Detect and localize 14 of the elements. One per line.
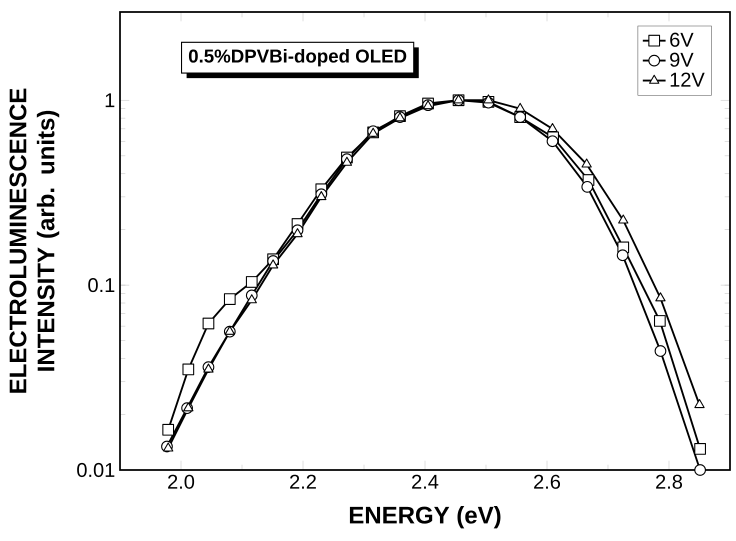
x-tick-label: 2.0	[168, 474, 194, 489]
y-axis-title: ELECTROLUMINESCENCE INTENSITY (arb. units)	[9, 88, 60, 393]
x-tick-label: 2.2	[290, 474, 316, 489]
x-tick-label: 2.4	[412, 474, 438, 489]
legend-label: 9V	[670, 52, 694, 67]
x-tick-label: 2.6	[534, 474, 560, 489]
y-tick-label: 0.01	[77, 462, 114, 478]
legend-label: 12V	[670, 72, 705, 87]
y-tick-label: 1	[106, 93, 114, 108]
annotation: 0.5%DPVBi-doped OLED	[188, 48, 406, 66]
y-tick-label: 0.1	[88, 278, 114, 292]
x-tick-label: 2.8	[656, 474, 682, 489]
x-axis-title: ENERGY (eV)	[350, 506, 500, 528]
legend-label: 6V	[670, 32, 694, 47]
